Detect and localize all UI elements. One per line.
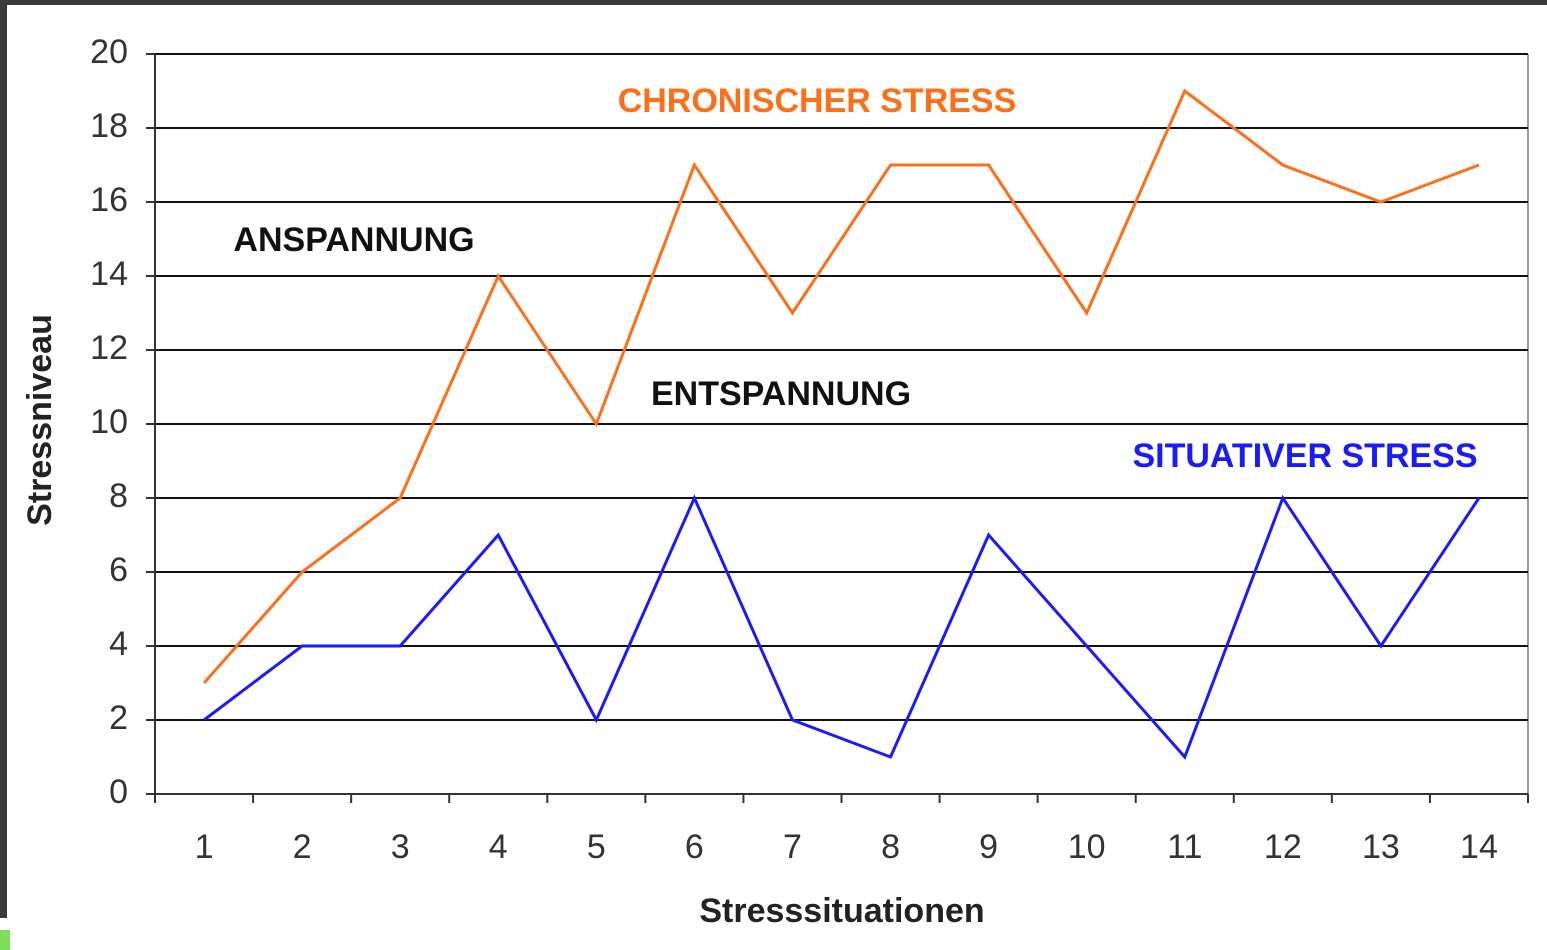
x-tick-label: 8 [881,828,900,866]
y-tick-label: 16 [90,181,128,219]
series-line [203,494,1481,760]
y-tick-label: 4 [109,625,128,663]
y-tick-label: 2 [109,699,128,737]
x-tick-label: 14 [1460,828,1498,866]
y-tick-label: 0 [109,773,128,811]
x-tick-label: 11 [1167,828,1202,866]
y-tick-label: 20 [90,33,128,71]
y-tick-label: 18 [90,107,128,145]
series-line [202,88,1480,684]
y-axis-label: Stressniveau [21,314,59,526]
y-tick-label: 14 [90,255,128,293]
x-tick-label: 4 [489,828,508,866]
annotation: ANSPANNUNG [233,221,474,259]
x-tick-label: 13 [1362,828,1400,866]
frame-top [0,0,1547,5]
y-tick-label: 6 [109,551,128,589]
x-tick-label: 2 [293,828,312,866]
series-label: SITUATIVER STRESS [1132,437,1477,475]
y-tick-label: 12 [90,329,128,367]
frame-left [0,0,7,918]
series-label: CHRONISCHER STRESS [618,82,1017,120]
x-tick-label: 7 [783,828,802,866]
x-tick-label: 3 [391,828,410,866]
x-tick-label: 10 [1068,828,1106,866]
x-tick-label: 9 [979,828,998,866]
y-tick-label: 8 [109,477,128,515]
x-tick-label: 5 [587,828,606,866]
x-tick-label: 12 [1264,828,1302,866]
y-tick-label: 10 [90,403,128,441]
x-axis-label: Stresssituationen [699,892,984,930]
x-tick-label: 1 [195,828,214,866]
corner-mark [0,930,10,950]
annotation: ENTSPANNUNG [651,375,911,413]
x-tick-label: 6 [685,828,704,866]
